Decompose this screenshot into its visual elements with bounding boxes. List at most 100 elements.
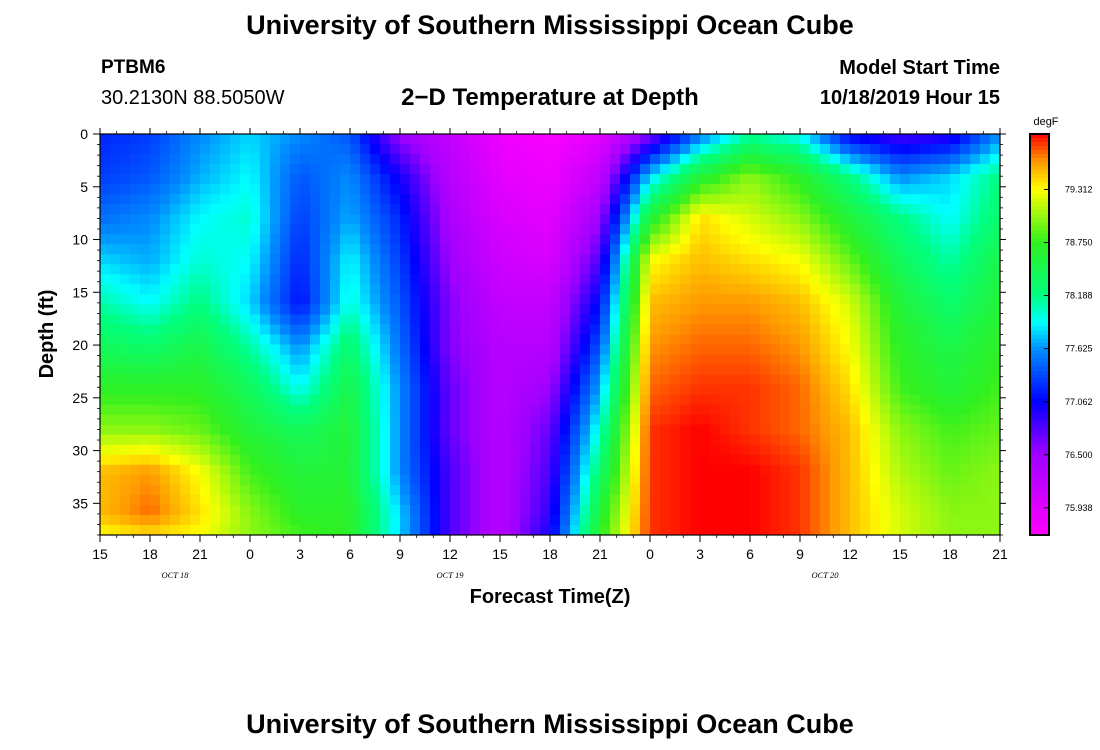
colorbar-segment (1030, 266, 1049, 271)
heatmap-cell (930, 264, 941, 275)
heatmap-cell (730, 364, 741, 376)
heatmap-cell (470, 314, 481, 326)
heatmap-cell (710, 324, 721, 336)
heatmap-cell (820, 234, 831, 245)
heatmap-cell (910, 404, 921, 416)
heatmap-cell (860, 514, 871, 526)
heatmap-cell (540, 494, 551, 506)
heatmap-cell (550, 434, 561, 446)
heatmap-cell (450, 244, 461, 255)
heatmap-cell (140, 354, 151, 366)
heatmap-cell (700, 144, 711, 155)
heatmap-cell (210, 374, 221, 386)
heatmap-cell (610, 154, 621, 165)
heatmap-cell (520, 254, 531, 265)
heatmap-cell (130, 344, 141, 356)
heatmap-cell (360, 524, 371, 535)
heatmap-cell (630, 304, 641, 316)
heatmap-cell (860, 154, 871, 165)
heatmap-cell (390, 244, 401, 255)
heatmap-cell (270, 314, 281, 326)
heatmap-cell (370, 374, 381, 386)
heatmap-cell (720, 164, 731, 175)
heatmap-cell (970, 184, 981, 195)
heatmap-cell (480, 134, 491, 145)
heatmap-cell (350, 504, 361, 516)
heatmap-cell (830, 344, 841, 356)
heatmap-cell (310, 424, 321, 436)
heatmap-cell (540, 204, 551, 215)
heatmap-cell (660, 384, 671, 396)
heatmap-cell (940, 364, 951, 376)
heatmap-cell (550, 364, 561, 376)
heatmap-cell (350, 194, 361, 205)
heatmap-cell (430, 154, 441, 165)
heatmap-cell (280, 154, 291, 165)
heatmap-cell (160, 164, 171, 175)
heatmap-cell (970, 394, 981, 406)
heatmap-cell (520, 504, 531, 516)
heatmap-cell (290, 424, 301, 436)
heatmap-cell (960, 394, 971, 406)
heatmap-cell (480, 504, 491, 516)
heatmap-cell (670, 144, 681, 155)
colorbar-segment (1030, 510, 1049, 516)
heatmap-cell (470, 404, 481, 416)
heatmap-cell (640, 204, 651, 215)
heatmap-cell (710, 404, 721, 416)
heatmap-cell (690, 174, 701, 185)
heatmap-cell (200, 434, 211, 446)
heatmap-cell (480, 444, 491, 456)
heatmap-cell (490, 484, 501, 496)
heatmap-cell (410, 444, 421, 456)
heatmap-cell (490, 364, 501, 376)
heatmap-cell (760, 214, 771, 225)
heatmap-cell (390, 294, 401, 306)
heatmap-cell (560, 464, 571, 476)
heatmap-cell (770, 454, 781, 466)
heatmap-cell (460, 344, 471, 356)
heatmap-cell (600, 204, 611, 215)
heatmap-cell (220, 264, 231, 275)
heatmap-cell (160, 504, 171, 516)
heatmap-cell (950, 514, 961, 526)
heatmap-cell (850, 344, 861, 356)
heatmap-cell (390, 134, 401, 145)
heatmap-cell (200, 314, 211, 326)
heatmap-cell (710, 374, 721, 386)
heatmap-cell (110, 394, 121, 406)
x-tick-label: 15 (92, 546, 108, 562)
heatmap-cell (270, 244, 281, 255)
heatmap-cell (550, 524, 561, 535)
heatmap-cell (200, 254, 211, 265)
heatmap-cell (320, 334, 331, 346)
heatmap-cell (270, 384, 281, 396)
heatmap-cell (430, 384, 441, 396)
heatmap-cell (450, 274, 461, 285)
heatmap-cell (420, 284, 431, 296)
heatmap-cell (930, 514, 941, 526)
heatmap-cell (820, 134, 831, 145)
heatmap-cell (320, 234, 331, 245)
heatmap-cell (950, 334, 961, 346)
heatmap-cell (440, 324, 451, 336)
heatmap-cell (780, 334, 791, 346)
heatmap-cell (790, 324, 801, 336)
heatmap-cell (970, 444, 981, 456)
heatmap-cell (970, 474, 981, 486)
heatmap-cell (820, 184, 831, 195)
heatmap-cell (320, 284, 331, 296)
heatmap-cell (750, 434, 761, 446)
colorbar-segment (1030, 438, 1049, 444)
heatmap-cell (180, 374, 191, 386)
heatmap-cell (670, 304, 681, 316)
heatmap-cell (380, 174, 391, 185)
heatmap-cell (980, 474, 991, 486)
heatmap-cell (540, 414, 551, 426)
heatmap-cell (170, 304, 181, 316)
colorbar-segment (1030, 370, 1049, 376)
heatmap-cell (840, 234, 851, 245)
heatmap-cell (430, 244, 441, 255)
heatmap-cell (710, 304, 721, 316)
heatmap-cell (180, 194, 191, 205)
